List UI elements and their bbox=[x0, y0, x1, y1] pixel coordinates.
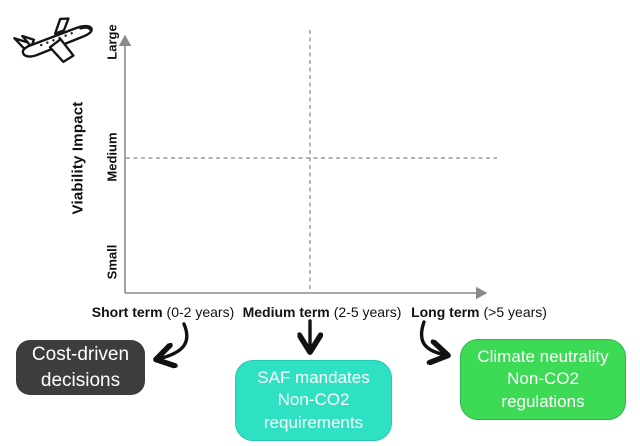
callout-line: Non-CO2 bbox=[277, 390, 350, 410]
x-label-long-term-range: (>5 years) bbox=[483, 304, 547, 320]
callout-cost-driven-decisions: Cost-driven decisions bbox=[16, 340, 145, 395]
x-label-medium-term: Medium term (2-5 years) bbox=[243, 304, 402, 320]
callout-line: decisions bbox=[40, 369, 121, 391]
x-label-short-term-text: Short term bbox=[91, 304, 163, 320]
callout-line: regulations bbox=[501, 391, 585, 411]
y-tick-medium: Medium bbox=[104, 132, 120, 182]
airplane-icon bbox=[10, 8, 102, 70]
y-tick-large: Large bbox=[104, 24, 120, 60]
callout-line: Climate neutrality bbox=[477, 346, 609, 366]
callout-line: SAF mandates bbox=[257, 367, 370, 387]
callout-line: requirements bbox=[263, 412, 364, 432]
y-tick-small: Small bbox=[104, 244, 120, 280]
arrow-long-term-to-callout bbox=[419, 320, 446, 355]
callout-line: Non-CO2 bbox=[507, 369, 579, 389]
callout-climate-neutrality: Climate neutrality Non-CO2 regulations bbox=[460, 339, 626, 420]
y-axis-title: Viability Impact bbox=[69, 101, 87, 215]
x-label-short-term: Short term (0-2 years) bbox=[92, 304, 234, 320]
x-label-long-term: Long term (>5 years) bbox=[411, 304, 547, 320]
callout-saf-mandates: SAF mandates Non-CO2 requirements bbox=[235, 360, 392, 441]
arrow-short-term-to-callout bbox=[158, 322, 189, 359]
x-label-medium-term-text: Medium term bbox=[242, 304, 330, 320]
x-label-long-term-text: Long term bbox=[411, 304, 480, 320]
callout-line: Cost-driven bbox=[31, 344, 130, 366]
x-label-short-term-range: (0-2 years) bbox=[166, 304, 235, 320]
x-label-medium-term-range: (2-5 years) bbox=[333, 304, 402, 320]
